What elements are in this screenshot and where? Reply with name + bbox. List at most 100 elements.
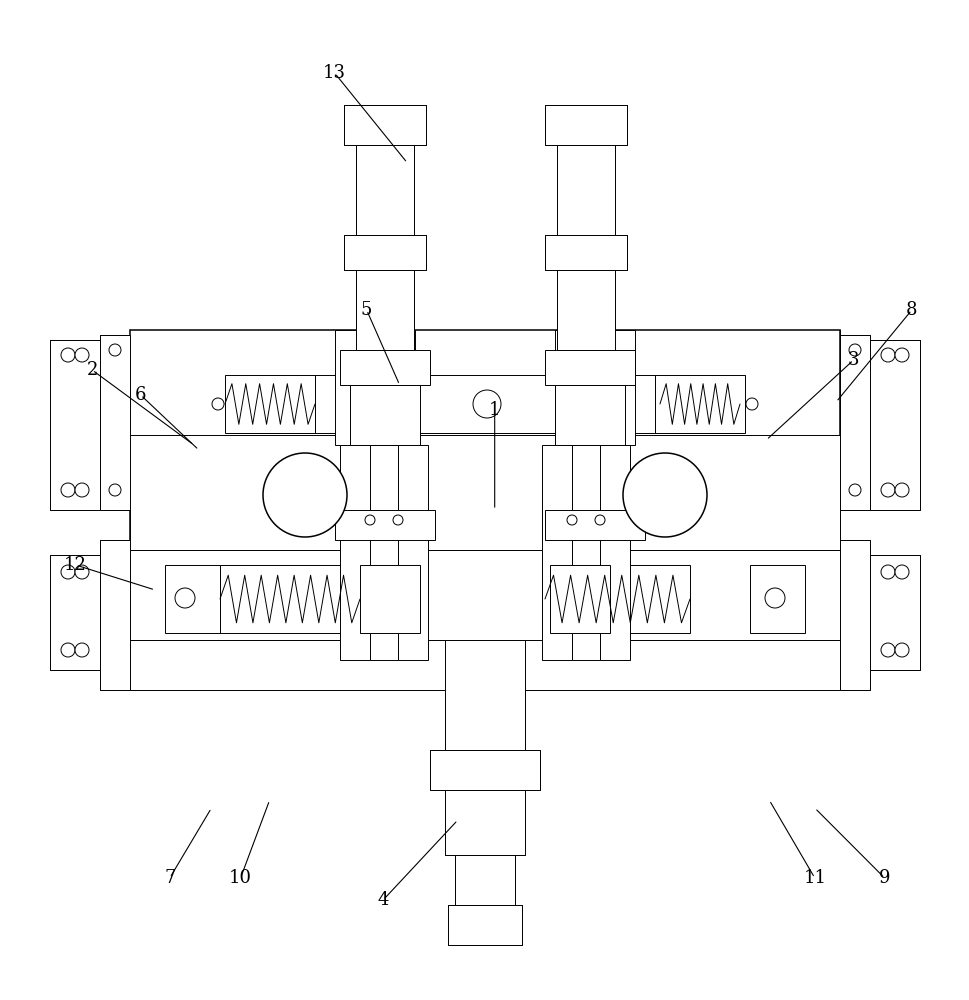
Text: 4: 4	[377, 891, 389, 909]
Bar	[334, 330, 415, 445]
Bar	[554, 330, 635, 445]
Bar	[334, 510, 434, 540]
Bar	[445, 790, 524, 855]
Bar	[356, 145, 414, 235]
Bar	[50, 340, 100, 510]
Circle shape	[622, 453, 706, 537]
Bar	[209, 365, 760, 435]
Bar	[165, 555, 424, 635]
Circle shape	[765, 588, 784, 608]
Circle shape	[109, 344, 121, 356]
Bar	[556, 270, 614, 350]
Bar	[869, 340, 919, 510]
Text: 10: 10	[229, 869, 252, 887]
Text: 2: 2	[86, 361, 98, 379]
Bar	[545, 565, 689, 633]
Bar	[356, 270, 414, 350]
Bar	[545, 505, 629, 545]
Bar	[600, 445, 629, 660]
Bar	[429, 750, 540, 790]
Bar	[220, 565, 359, 633]
Bar	[359, 565, 420, 633]
Circle shape	[109, 484, 121, 496]
Bar	[454, 855, 515, 905]
Circle shape	[880, 348, 894, 362]
Bar	[445, 640, 524, 750]
Bar	[839, 335, 869, 510]
Bar	[130, 550, 839, 640]
Bar	[334, 330, 415, 445]
Bar	[397, 445, 427, 660]
Bar	[445, 640, 524, 750]
Circle shape	[894, 483, 908, 497]
Circle shape	[894, 348, 908, 362]
Bar	[344, 235, 425, 270]
Text: 7: 7	[164, 869, 175, 887]
Bar	[50, 340, 100, 510]
Bar	[344, 235, 425, 270]
Bar	[369, 445, 397, 660]
Bar	[397, 445, 427, 660]
Bar	[165, 565, 220, 633]
Bar	[542, 445, 572, 660]
Bar	[654, 375, 744, 433]
Bar	[542, 445, 572, 660]
Bar	[445, 790, 524, 855]
Text: 1: 1	[488, 401, 500, 419]
Bar	[130, 330, 839, 550]
Bar	[359, 565, 420, 633]
Bar	[130, 435, 839, 550]
Circle shape	[745, 398, 757, 410]
Bar	[839, 540, 869, 690]
Circle shape	[894, 643, 908, 657]
Text: 9: 9	[878, 869, 890, 887]
Bar	[448, 905, 521, 945]
Bar	[165, 565, 220, 633]
Bar	[839, 365, 869, 485]
Bar	[545, 235, 626, 270]
Circle shape	[473, 390, 500, 418]
Circle shape	[364, 515, 375, 525]
Bar	[545, 555, 804, 635]
Bar	[225, 375, 315, 433]
Bar	[869, 340, 919, 510]
Circle shape	[75, 643, 89, 657]
Bar	[572, 445, 600, 660]
Bar	[130, 330, 839, 445]
Circle shape	[75, 483, 89, 497]
Bar	[130, 640, 839, 690]
Bar	[562, 445, 608, 510]
Bar	[340, 445, 369, 660]
Bar	[600, 445, 629, 660]
Bar	[545, 505, 629, 545]
Bar	[839, 335, 869, 510]
Bar	[556, 145, 614, 235]
Circle shape	[212, 398, 224, 410]
Bar	[545, 510, 644, 540]
Bar	[549, 565, 610, 633]
Bar	[454, 855, 515, 905]
Bar	[225, 375, 315, 433]
Circle shape	[848, 484, 860, 496]
Bar	[350, 385, 420, 445]
Bar	[554, 330, 635, 445]
Bar	[556, 270, 614, 350]
Bar	[220, 565, 359, 633]
Bar	[100, 335, 130, 510]
Bar	[130, 640, 839, 690]
Circle shape	[75, 565, 89, 579]
Bar	[100, 365, 130, 485]
Bar	[545, 565, 689, 633]
Bar	[50, 555, 100, 670]
Bar	[554, 385, 624, 445]
Bar	[344, 105, 425, 145]
Bar	[100, 335, 130, 510]
Circle shape	[594, 515, 605, 525]
Bar	[749, 565, 804, 633]
Text: 5: 5	[360, 301, 372, 319]
Bar	[545, 235, 626, 270]
Bar	[545, 350, 635, 385]
Text: 6: 6	[135, 386, 146, 404]
Bar	[340, 505, 424, 545]
Bar	[100, 540, 130, 690]
